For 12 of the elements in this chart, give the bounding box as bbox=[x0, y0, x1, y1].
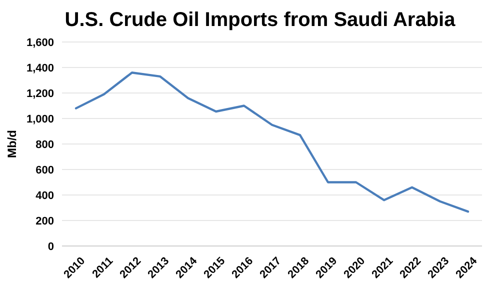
y-tick-label: 1,600 bbox=[26, 36, 54, 49]
y-tick-label: 200 bbox=[36, 215, 54, 228]
y-tick-label: 800 bbox=[36, 138, 54, 151]
y-tick-label: 600 bbox=[36, 164, 54, 176]
y-tick-label: 1,200 bbox=[26, 88, 54, 100]
chart-title: U.S. Crude Oil Imports from Saudi Arabia bbox=[64, 9, 456, 31]
y-axis-title: Mb/d bbox=[5, 130, 19, 158]
y-tick-label: 1,000 bbox=[26, 113, 54, 126]
y-tick-label: 1,400 bbox=[26, 62, 54, 74]
line-series bbox=[74, 72, 470, 213]
y-tick-label: 400 bbox=[36, 190, 54, 202]
y-tick-label: 0 bbox=[48, 240, 54, 253]
